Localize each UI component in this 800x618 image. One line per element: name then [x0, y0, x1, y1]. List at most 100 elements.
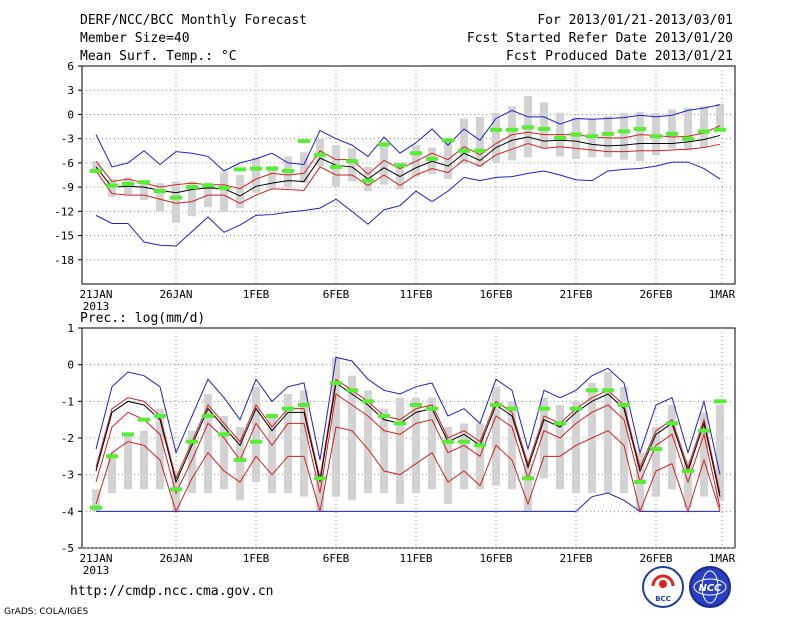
observed-marker	[282, 168, 294, 173]
observed-marker	[682, 136, 694, 141]
observed-marker	[394, 163, 406, 168]
x-tick-label: 21FEB	[559, 552, 592, 565]
observed-marker	[314, 476, 326, 481]
spread-box	[684, 107, 692, 151]
spread-box	[396, 165, 404, 190]
spread-box	[172, 181, 180, 223]
spread-box	[284, 394, 292, 493]
y-tick-label: -4	[61, 505, 75, 518]
spread-box	[108, 452, 116, 493]
y-tick-label: -12	[54, 205, 74, 218]
observed-marker	[618, 129, 630, 134]
observed-marker	[346, 388, 358, 393]
observed-marker	[554, 135, 566, 140]
spread-box	[188, 181, 196, 217]
observed-marker	[634, 480, 646, 484]
observed-marker	[666, 421, 678, 426]
spread-box	[348, 148, 356, 182]
observed-marker	[458, 148, 470, 153]
spread-box	[620, 112, 628, 160]
observed-marker	[298, 403, 310, 407]
spread-box	[140, 430, 148, 490]
spread-box	[716, 405, 724, 501]
y-tick-label: -5	[61, 542, 74, 555]
spread-box	[412, 397, 420, 493]
observed-marker	[298, 139, 310, 144]
observed-marker	[234, 167, 246, 172]
observed-marker	[426, 406, 438, 411]
x-tick-label: 11FEB	[399, 288, 432, 301]
spread-box	[460, 118, 468, 164]
observed-marker	[186, 439, 198, 444]
header-start-date: Fcst Started Refer Date 2013/01/20	[467, 31, 733, 46]
bcc-logo-label: BCC	[655, 595, 671, 603]
x-tick-label: 16FEB	[479, 552, 512, 565]
x-tick-label: 1MAR	[709, 288, 736, 301]
spread-box	[492, 386, 500, 486]
spread-box	[268, 166, 276, 188]
inner-upper-line	[95, 378, 721, 494]
plot-frame	[81, 65, 736, 285]
spread-box	[92, 161, 100, 171]
ncc-logo: NCC	[689, 566, 731, 608]
footer-url: http://cmdp.ncc.cma.gov.cn	[70, 584, 274, 599]
x-tick-label: 21JAN	[79, 552, 112, 565]
observed-marker	[666, 131, 678, 136]
observed-marker	[394, 421, 406, 426]
spread-box	[220, 416, 228, 490]
observed-marker	[154, 189, 166, 194]
observed-marker	[650, 134, 662, 139]
observed-marker	[250, 439, 262, 444]
observed-marker	[266, 166, 278, 171]
y-tick-label: -6	[61, 157, 74, 170]
observed-marker	[170, 195, 182, 200]
x-tick-label: 1MAR	[709, 552, 736, 565]
observed-marker	[362, 399, 374, 404]
observed-marker	[218, 185, 230, 190]
x-tick-label: 26JAN	[159, 552, 192, 565]
temperature-panel: 6 3 0 -3 -6 -9 -12 -15 -18 21JAN 26JAN 1FEB 6FEB 11FE…	[54, 60, 735, 313]
observed-marker	[202, 414, 214, 418]
y-tick-label: -3	[61, 469, 74, 482]
observed-marker	[650, 447, 662, 451]
spread-box	[716, 103, 724, 132]
observed-marker	[330, 164, 342, 169]
precip-panel-title: Prec.: log(mm/d)	[80, 311, 205, 326]
observed-marker	[378, 142, 390, 147]
observed-marker	[682, 469, 694, 473]
observed-marker	[218, 432, 230, 437]
observed-marker	[618, 403, 630, 407]
spread-box	[252, 157, 260, 193]
observed-marker	[202, 183, 214, 188]
observed-marker	[138, 180, 150, 185]
spread-box	[636, 112, 644, 162]
spread-box	[444, 427, 452, 504]
observed-marker	[234, 458, 246, 462]
spread-box	[92, 489, 100, 512]
outer-upper-line	[95, 104, 721, 172]
observed-marker	[138, 417, 150, 422]
y-tick-label: -1	[61, 395, 74, 408]
spread-box	[652, 112, 660, 156]
observed-marker	[570, 406, 582, 411]
observed-marker	[490, 127, 502, 132]
observed-marker	[474, 148, 486, 153]
y-tick-label: 6	[67, 60, 74, 73]
spread-box	[556, 405, 564, 490]
spread-box	[380, 144, 388, 185]
observed-marker	[538, 126, 550, 131]
spread-box	[188, 430, 196, 493]
spread-box	[140, 182, 148, 201]
header-period: For 2013/01/21-2013/03/01	[537, 13, 733, 28]
ensemble-mean-line	[95, 134, 721, 197]
spread-box	[476, 116, 484, 167]
observed-marker	[410, 403, 422, 407]
spread-box	[300, 390, 308, 497]
spread-box	[652, 427, 660, 497]
observed-marker	[442, 138, 454, 143]
observed-marker	[586, 134, 598, 139]
spread-box	[684, 460, 692, 508]
x-tick-label: 21FEB	[559, 288, 592, 301]
x-tick-label: 26FEB	[639, 552, 672, 565]
y-tick-label: -3	[61, 133, 74, 146]
